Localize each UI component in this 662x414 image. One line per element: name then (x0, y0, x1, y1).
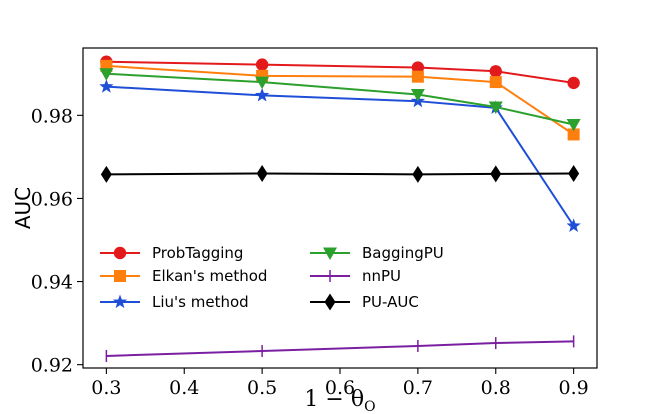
x-tick-label: 0.4 (169, 377, 199, 399)
data-point (255, 58, 269, 71)
legend-item: Liu's method (100, 293, 249, 311)
legend-label: Liu's method (152, 293, 249, 311)
data-point (489, 65, 502, 78)
series-pu-auc (100, 165, 580, 183)
x-tick-label: 0.6 (325, 377, 355, 399)
data-point (411, 70, 424, 83)
series-probtagging (100, 55, 580, 90)
data-point (568, 165, 580, 183)
x-tick-label: 0.7 (403, 377, 433, 399)
series-liu-s-method (99, 79, 581, 232)
legend-label: PU-AUC (362, 293, 419, 311)
series-line (106, 340, 574, 357)
plot-frame (82, 47, 598, 369)
legend-marker (113, 246, 127, 260)
legend-label: nnPU (362, 267, 401, 285)
y-tick-label: 0.98 (31, 105, 73, 127)
legend-marker (112, 294, 128, 309)
legend-label: ProbTagging (152, 244, 243, 262)
series-elkan-s-method (100, 59, 580, 141)
legend: ProbTagging Elkan's method Liu's method Bag… (100, 244, 444, 311)
legend-item: PU-AUC (310, 293, 419, 311)
y-tick-label: 0.96 (31, 188, 73, 210)
data-point (256, 165, 268, 183)
data-point (99, 68, 114, 81)
data-point (255, 76, 270, 90)
data-point (566, 118, 581, 132)
y-axis-ticks: 0.92 0.94 0.96 0.98 (31, 105, 83, 377)
data-point (566, 218, 581, 232)
x-axis-label-subscript: O (364, 399, 375, 414)
y-axis-label: AUC (11, 187, 35, 229)
legend-item: BaggingPU (310, 244, 444, 262)
y-tick-label: 0.92 (31, 355, 73, 377)
legend-item: Elkan's method (100, 267, 267, 285)
data-point (412, 165, 424, 183)
data-point (411, 61, 425, 74)
data-point (410, 89, 425, 102)
series-line (106, 172, 574, 176)
series-baggingpu (99, 68, 581, 132)
series-line (106, 60, 574, 84)
series-nnpu (105, 335, 575, 362)
y-tick-label: 0.94 (31, 272, 73, 294)
data-point (490, 165, 502, 183)
data-point (489, 76, 502, 89)
legend-item: nnPU (310, 267, 401, 285)
x-axis-label-main: 1 − θ (304, 387, 364, 412)
x-tick-label: 0.8 (481, 377, 511, 399)
data-point (100, 165, 112, 183)
legend-label: BaggingPU (362, 244, 444, 262)
x-axis-label: 1 − θO (304, 387, 375, 414)
legend-item: ProbTagging (100, 244, 243, 262)
legend-marker (114, 270, 126, 282)
x-tick-label: 0.9 (559, 377, 589, 399)
legend-label: Elkan's method (152, 267, 267, 285)
series-line (106, 85, 575, 227)
legend-marker (323, 247, 337, 260)
data-point (567, 76, 580, 90)
legend-marker (324, 293, 336, 311)
series-line (106, 64, 575, 136)
series-layer (99, 55, 581, 362)
data-point (567, 128, 580, 141)
data-point (488, 101, 503, 115)
x-tick-label: 0.5 (247, 377, 277, 399)
data-point (254, 87, 270, 102)
x-axis-ticks: 0.3 0.4 0.5 0.6 0.7 0.8 0.9 (91, 368, 589, 399)
x-tick-label: 0.3 (91, 377, 121, 399)
data-point (99, 79, 114, 93)
